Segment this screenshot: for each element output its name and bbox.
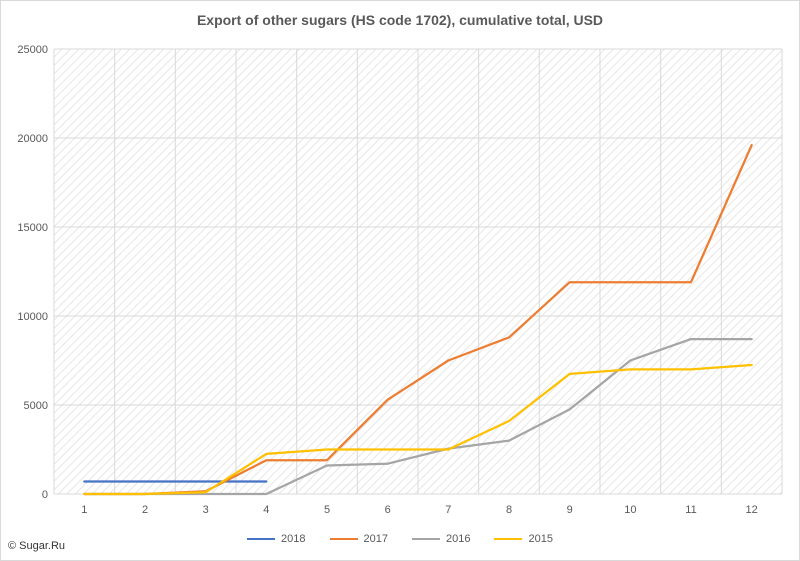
legend-swatch xyxy=(329,538,358,540)
legend-swatch xyxy=(247,538,276,540)
legend-label: 2015 xyxy=(528,533,553,545)
y-tick-label: 5000 xyxy=(24,400,48,412)
legend-item-2015: 2015 xyxy=(494,533,553,545)
y-tick-label: 10000 xyxy=(17,311,48,323)
x-tick-label: 9 xyxy=(567,504,573,516)
credit-text: © Sugar.Ru xyxy=(8,540,66,552)
legend-label: 2017 xyxy=(363,533,388,545)
x-tick-label: 12 xyxy=(746,504,758,516)
y-tick-label: 25000 xyxy=(17,44,48,56)
x-tick-label: 4 xyxy=(263,504,269,516)
legend-item-2017: 2017 xyxy=(329,533,388,545)
x-tick-label: 1 xyxy=(81,504,87,516)
x-tick-label: 10 xyxy=(624,504,636,516)
x-tick-label: 3 xyxy=(203,504,209,516)
legend-item-2018: 2018 xyxy=(247,533,306,545)
series-line-2015 xyxy=(83,363,753,496)
y-tick-label: 20000 xyxy=(17,133,48,145)
x-tick-label: 11 xyxy=(685,504,696,516)
legend-swatch xyxy=(494,538,523,540)
x-tick-label: 5 xyxy=(324,504,330,516)
x-tick-label: 8 xyxy=(506,504,512,516)
x-tick-label: 6 xyxy=(385,504,391,516)
legend-label: 2018 xyxy=(281,533,306,545)
legend-item-2016: 2016 xyxy=(412,533,470,545)
chart-title: Export of other sugars (HS code 1702), c… xyxy=(196,12,604,28)
y-tick-label: 15000 xyxy=(17,222,48,234)
series-line-2016 xyxy=(83,337,753,496)
legend: 2018 2017 2016 2015 xyxy=(0,533,800,545)
x-tick-label: 2 xyxy=(142,504,148,516)
x-tick-label: 7 xyxy=(445,504,451,516)
legend-swatch xyxy=(412,538,440,540)
y-tick-label: 0 xyxy=(42,489,48,501)
legend-label: 2016 xyxy=(446,533,471,545)
